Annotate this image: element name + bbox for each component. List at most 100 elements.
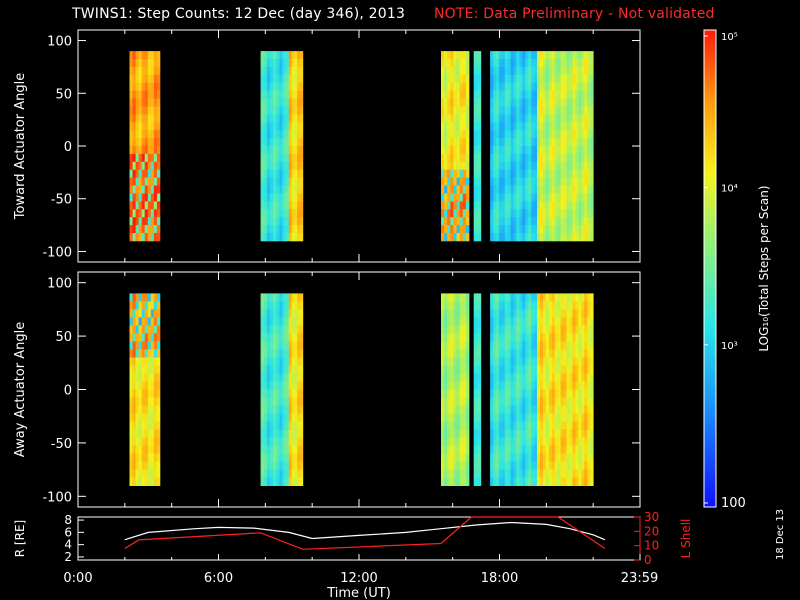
heatmap-cell [300,51,304,60]
heatmap-cell [587,477,591,486]
heatmap-cell [444,169,448,178]
heatmap-cell [575,233,579,242]
heatmap-cell [276,389,280,398]
heatmap-cell [525,397,529,406]
heatmap-cell [507,341,511,350]
heatmap-cell [587,98,591,107]
heatmap-cell [473,122,478,131]
heatmap-cell [539,209,544,218]
heatmap-cell [572,106,576,115]
heatmap-cell [496,193,500,202]
heatmap-cell [522,317,526,326]
heatmap-cell [288,153,292,163]
heatmap-cell [572,317,576,326]
heatmap-cell [575,341,579,350]
heatmap-cell [288,301,292,310]
heatmap-cell [129,469,133,478]
heatmap-cell [462,445,467,454]
heatmap-cell [522,98,526,107]
heatmap-cell [522,437,526,446]
heatmap-cell [557,225,562,234]
heatmap-cell [465,389,470,398]
heatmap-cell [554,437,559,446]
heatmap-cell [528,341,532,350]
heatmap-cell [473,51,478,60]
heatmap-cell [545,153,550,163]
heatmap-cell [456,413,461,422]
heatmap-cell [578,317,582,326]
heatmap-cell [294,389,298,398]
heatmap-cell [548,209,553,218]
heatmap-cell [138,437,142,446]
heatmap-cell [493,309,497,318]
heatmap-cell [147,51,152,60]
heatmap-cell [465,225,470,234]
heatmap-cell [153,373,158,382]
heatmap-cell [522,201,526,210]
heatmap-cell [129,461,133,470]
heatmap-cell [507,365,511,374]
heatmap-cell [548,381,553,390]
heatmap-cell [153,317,158,326]
heatmap-cell [584,225,588,234]
heatmap-cell [462,98,467,107]
heatmap-cell [490,225,494,234]
heatmap-cell [459,317,464,326]
heatmap-cell [291,365,295,374]
heatmap-cell [587,413,591,422]
heatmap-cell [447,421,451,430]
heatmap-cell [473,74,478,84]
heatmap-cell [260,309,265,318]
heatmap-cell [510,106,514,115]
heatmap-cell [525,477,529,486]
heatmap-cell [539,293,544,302]
heatmap-cell [447,217,451,226]
heatmap-cell [554,153,559,163]
heatmap-cell [569,445,573,454]
heatmap-cell [557,341,562,350]
heatmap-cell [285,201,290,210]
heatmap-cell [490,389,494,398]
heatmap-cell [572,82,576,91]
heatmap-cell [453,477,457,486]
heatmap-cell [465,309,470,318]
heatmap-cell [496,325,500,334]
heatmap-cell [545,169,550,178]
heatmap-cell [490,153,494,163]
heatmap-cell [297,429,301,438]
heatmap-cell [441,225,445,234]
heatmap-cell [590,114,594,123]
heatmap-cell [266,405,271,414]
heatmap-cell [560,317,564,326]
heatmap-cell [490,373,494,382]
heatmap-cell [560,381,564,390]
heatmap-cell [150,90,155,99]
heatmap-cell [138,225,142,234]
heatmap-cell [300,461,304,470]
heatmap-cell [285,333,290,342]
heatmap-cell [519,82,523,91]
heatmap-cell [513,114,517,123]
heatmap-cell [531,98,535,107]
heatmap-cell [554,217,559,226]
heatmap-cell [453,59,457,68]
heatmap-cell [462,185,467,194]
heatmap-cell [587,59,591,68]
heatmap-cell [465,114,470,123]
heatmap-cell [590,130,594,139]
heatmap-cell [581,90,585,99]
heatmap-cell [156,217,161,226]
heatmap-cell [525,130,529,139]
heatmap-cell [153,130,158,139]
heatmap-cell [581,114,585,123]
heatmap-cell [560,413,564,422]
heatmap-cell [587,397,591,406]
heatmap-cell [291,341,295,350]
heatmap-cell [513,233,517,242]
heatmap-cell [551,413,556,422]
heatmap-cell [525,317,529,326]
heatmap-cell [477,98,482,107]
heatmap-cell [560,122,564,131]
heatmap-cell [545,146,550,155]
heatmap-cell [581,333,585,342]
